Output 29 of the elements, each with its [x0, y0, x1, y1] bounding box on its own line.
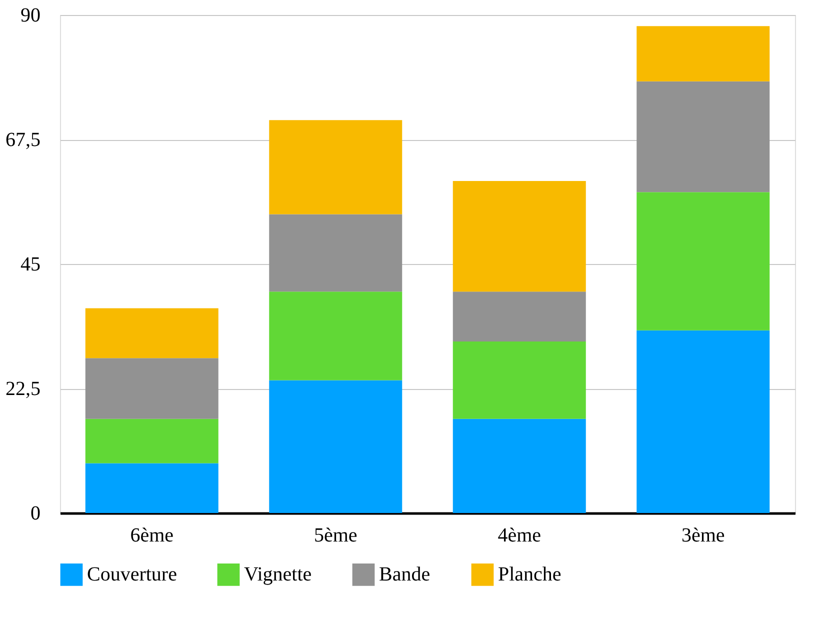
bar [452, 418, 586, 513]
y-tick-label: 90 [20, 4, 40, 26]
y-tick-label: 0 [30, 502, 40, 524]
x-tick-label: 6ème [130, 524, 174, 546]
bar [85, 418, 218, 464]
x-tick-label: 4ème [498, 524, 542, 546]
y-tick-label: 45 [20, 254, 40, 276]
legend-label: Bande [379, 564, 430, 586]
bar [269, 292, 402, 380]
y-tick-label: 22,5 [6, 378, 40, 400]
bar [269, 214, 402, 292]
bar [85, 463, 218, 513]
bar [269, 120, 402, 214]
bar [85, 308, 218, 358]
bar [636, 330, 770, 513]
bar [452, 181, 586, 292]
bar [636, 26, 770, 82]
bar [636, 192, 770, 330]
x-tick-label: 5ème [314, 524, 358, 546]
y-tick-label: 67,5 [6, 129, 40, 151]
legend-label: Vignette [244, 564, 312, 586]
bar [452, 341, 586, 419]
bar [269, 380, 402, 513]
bar [636, 81, 770, 192]
legend-label: Planche [498, 564, 562, 586]
legend-label: Couverture [87, 564, 178, 586]
x-tick-label: 3ème [681, 524, 725, 546]
bar [452, 292, 586, 342]
bar [85, 358, 218, 419]
